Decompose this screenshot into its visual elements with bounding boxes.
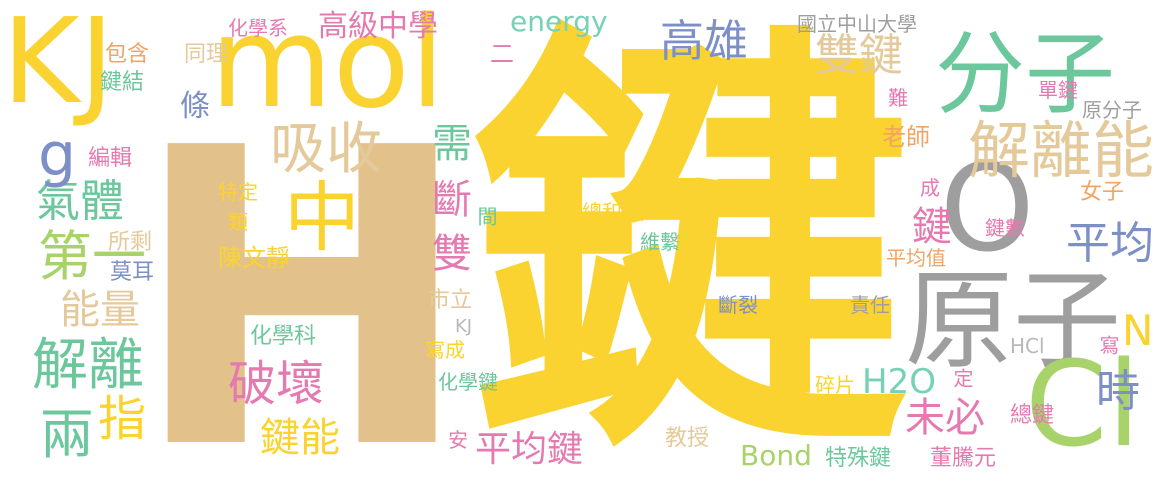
word-zhong: 中 <box>284 173 360 262</box>
word-jiaoshou: 教授 <box>665 426 710 451</box>
word-xishou: 吸收 <box>270 117 382 182</box>
word-zonghe: 總和 <box>582 200 622 224</box>
word-teding: 特定 <box>218 180 258 204</box>
word-n: N <box>1122 306 1154 355</box>
word-shili: 市立 <box>428 288 473 313</box>
word-pohuai: 破壞 <box>228 356 325 412</box>
word-xu: 需 <box>425 122 471 162</box>
word-xiecheng: 寫成 <box>425 338 465 362</box>
word-lei: 類 <box>228 210 248 234</box>
word-h: H <box>130 61 474 482</box>
word-zeren: 責任 <box>850 293 890 317</box>
word-er: 二 <box>490 40 514 68</box>
word-liang: 兩 <box>40 403 94 466</box>
word-ding: 定 <box>950 368 974 388</box>
word-suosheng: 所剩 <box>108 230 153 255</box>
word-qiti: 氣體 <box>36 176 124 227</box>
word-teshujian: 特殊鍵 <box>825 446 892 471</box>
word-cheng: 成 <box>920 176 940 200</box>
word-zongjian: 總鍵 <box>1010 403 1055 428</box>
word-shuangjian: 雙鍵 <box>815 30 903 81</box>
word-h2o: H2O <box>862 362 936 402</box>
word-pingjun: 平均 <box>1066 218 1154 269</box>
word-duan: 斷 <box>425 178 471 218</box>
word-jian-small: 間 <box>474 206 498 226</box>
word-xie: 寫 <box>1096 335 1120 355</box>
word-nvzi: 女子 <box>1080 180 1125 205</box>
word-gaojizhongxue: 高級中學 <box>318 9 438 44</box>
word-g: g <box>38 120 77 190</box>
word-di: 第一 <box>38 225 146 288</box>
word-cl: Cl <box>1025 335 1141 473</box>
word-nengliang: 能量 <box>60 287 140 333</box>
word-an: 安 <box>448 428 468 452</box>
word-pingjunjian: 平均鍵 <box>475 429 584 470</box>
word-bond: Bond <box>740 439 812 472</box>
word-huaxueke: 化學科 <box>250 324 317 349</box>
word-kj: KJ <box>2 0 115 130</box>
word-weibi: 未必 <box>905 395 985 441</box>
word-shuang: 雙 <box>425 232 471 272</box>
word-jielineng: 解離能 <box>968 114 1155 187</box>
word-duanlie: 斷裂 <box>718 293 758 317</box>
word-nan: 難 <box>888 86 908 110</box>
word-o: O <box>940 140 1035 279</box>
word-chenwenjing: 陳文靜 <box>218 244 290 272</box>
word-yuanfenzi: 原分子 <box>1082 98 1142 122</box>
word-mol: mol <box>210 0 445 136</box>
word-pingjunzhi: 平均值 <box>886 246 946 270</box>
word-bianji: 編輯 <box>88 146 133 171</box>
word-huaxuejian: 化學鍵 <box>438 370 498 394</box>
word-energy: energy <box>510 5 608 38</box>
word-jianneng: 鍵能 <box>260 415 340 461</box>
word-dongtengyuan: 董騰元 <box>930 446 997 471</box>
word-kj-small: KJ <box>455 316 473 337</box>
word-jianjie: 鍵結 <box>100 70 145 95</box>
word-baohan: 包含 <box>105 42 150 67</box>
word-shi: 時 <box>1096 366 1140 417</box>
word-gaoxiong: 高雄 <box>660 16 748 67</box>
word-jieli: 解離 <box>32 333 144 398</box>
word-huaxuexi: 化學系 <box>228 16 288 40</box>
word-guoli: 國立中山大學 <box>797 12 917 36</box>
word-jianshu: 鍵數 <box>985 216 1025 240</box>
word-laoshi: 老師 <box>882 123 930 151</box>
word-zhi: 指 <box>98 391 147 447</box>
word-jian-vertical: 鍵 <box>905 205 951 245</box>
word-tiao: 條 <box>180 89 210 124</box>
word-danjian: 單鍵 <box>1038 78 1078 102</box>
word-jian-large: 鍵 <box>470 0 910 482</box>
word-suipian: 碎片 <box>815 373 855 397</box>
word-moer: 莫耳 <box>110 260 155 285</box>
word-hcl: HCl <box>1010 334 1045 358</box>
word-tongli: 同理 <box>184 42 229 67</box>
word-fenzi: 分子 <box>935 22 1115 127</box>
word-yuanzi: 原子 <box>905 259 1122 384</box>
word-weixi: 維繫 <box>640 230 680 254</box>
